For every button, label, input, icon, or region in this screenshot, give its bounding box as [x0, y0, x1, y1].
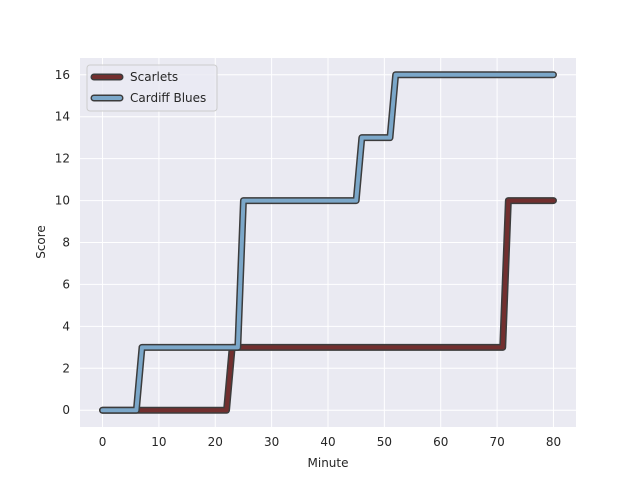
x-tick-label: 60	[433, 435, 448, 449]
legend-label-cardiff-blues: Cardiff Blues	[130, 91, 206, 105]
x-tick-label: 50	[377, 435, 392, 449]
legend-label-scarlets: Scarlets	[130, 70, 178, 84]
series-line-scarlets	[100, 198, 556, 413]
y-tick-label: 2	[62, 361, 70, 375]
x-tick-label: 20	[208, 435, 223, 449]
y-tick-label: 8	[62, 236, 70, 250]
y-axis-label: Score	[34, 225, 48, 259]
series-line-cardiff-blues	[100, 72, 556, 413]
x-tick-label: 70	[489, 435, 504, 449]
y-tick-label: 0	[62, 403, 70, 417]
y-tick-label: 4	[62, 319, 70, 333]
y-tick-label: 12	[55, 152, 70, 166]
y-tick-label: 6	[62, 277, 70, 291]
x-tick-label: 10	[151, 435, 166, 449]
x-axis-label: Minute	[308, 456, 349, 470]
x-tick-labels: 0 10 20 30 40 50 60 70 80	[99, 435, 561, 449]
x-tick-label: 0	[99, 435, 107, 449]
y-tick-label: 14	[55, 110, 70, 124]
y-tick-labels: 0 2 4 6 8 10 12 14 16	[55, 68, 70, 417]
y-tick-label: 16	[55, 68, 70, 82]
legend: Scarlets Cardiff Blues	[86, 64, 218, 112]
series-lines	[99, 71, 557, 414]
y-tick-label: 10	[55, 194, 70, 208]
x-tick-label: 30	[264, 435, 279, 449]
x-tick-label: 40	[320, 435, 335, 449]
x-tick-label: 80	[546, 435, 561, 449]
